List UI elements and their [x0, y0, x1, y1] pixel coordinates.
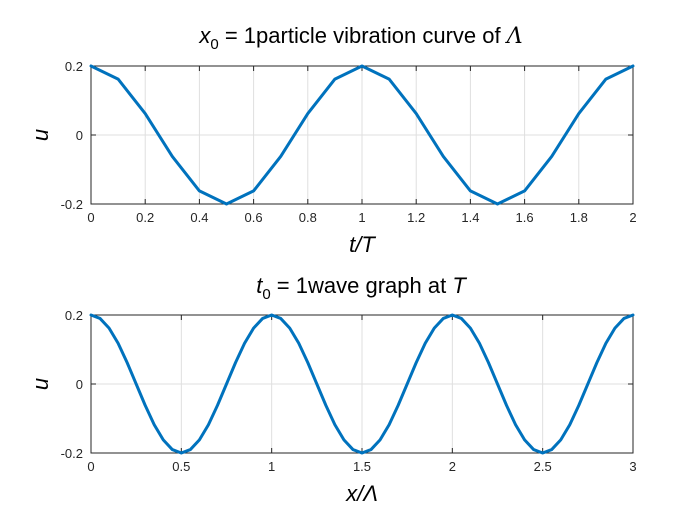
chart-1-xtick-label: 1.4 — [461, 210, 479, 225]
chart-2-ytick-label: 0.2 — [65, 308, 83, 323]
chart-1-xtick-label: 1.8 — [570, 210, 588, 225]
chart-1-xtick-label: 1 — [358, 210, 365, 225]
chart-2-xtick-label: 0.5 — [172, 459, 190, 474]
chart-1-ytick-label: 0.2 — [65, 59, 83, 74]
chart-1-title-rest: = 1particle vibration curve of — [219, 23, 507, 48]
chart-1-title-sub: 0 — [210, 36, 218, 53]
chart-2-xtick-label: 1 — [268, 459, 275, 474]
chart-1-vibration-curve: 0 0.2 0.4 0.6 0.8 1 1.2 1.4 1.6 1.8 2 -0.2 0 0.2 t/T u — [28, 59, 637, 257]
chart-2-xtick-label: 1.5 — [353, 459, 371, 474]
chart-1-xtick-label: 0.4 — [190, 210, 208, 225]
chart-2-title-var: t — [256, 273, 263, 298]
chart-2-xtick-label: 3 — [629, 459, 636, 474]
chart-2-ytick-label: 0 — [76, 377, 83, 392]
chart-1-xtick-label: 0 — [87, 210, 94, 225]
chart-2-ytick-label: -0.2 — [61, 446, 83, 461]
chart-1-xlabel: t/T — [349, 232, 376, 257]
chart-2-xtick-label: 2.5 — [534, 459, 552, 474]
chart-2-xlabel: x/Λ — [345, 481, 378, 506]
chart-1-series-line — [89, 64, 635, 206]
chart-1-xtick-label: 2 — [629, 210, 636, 225]
chart-2-title-sub: 0 — [262, 286, 270, 303]
chart-2-xtick-label: 0 — [87, 459, 94, 474]
chart-1-xtick-label: 1.2 — [407, 210, 425, 225]
chart-1-title-var: x — [198, 23, 211, 48]
chart-2-series-line — [89, 313, 635, 455]
chart-2-title: t0 = 1wave graph at T — [256, 273, 467, 303]
chart-1-xtick-label: 1.6 — [516, 210, 534, 225]
chart-1-xtick-label: 0.2 — [136, 210, 154, 225]
chart-1-ylabel: u — [28, 129, 53, 141]
chart-1-xtick-label: 0.6 — [245, 210, 263, 225]
chart-2-wave-graph: 0 0.5 1 1.5 2 2.5 3 -0.2 0 0.2 x/Λ u — [28, 308, 637, 506]
chart-1-ytick-label: -0.2 — [61, 197, 83, 212]
chart-2-title-rest: = 1wave graph at — [271, 273, 453, 298]
chart-1-xtick-label: 0.8 — [299, 210, 317, 225]
chart-2-xtick-label: 2 — [449, 459, 456, 474]
chart-1-title-sym: Λ — [505, 24, 523, 49]
chart-2-ylabel: u — [28, 378, 53, 390]
chart-1-title: x0 = 1particle vibration curve of Λ — [198, 23, 522, 53]
chart-1-ytick-label: 0 — [76, 128, 83, 143]
chart-2-title-sym: T — [452, 273, 467, 298]
